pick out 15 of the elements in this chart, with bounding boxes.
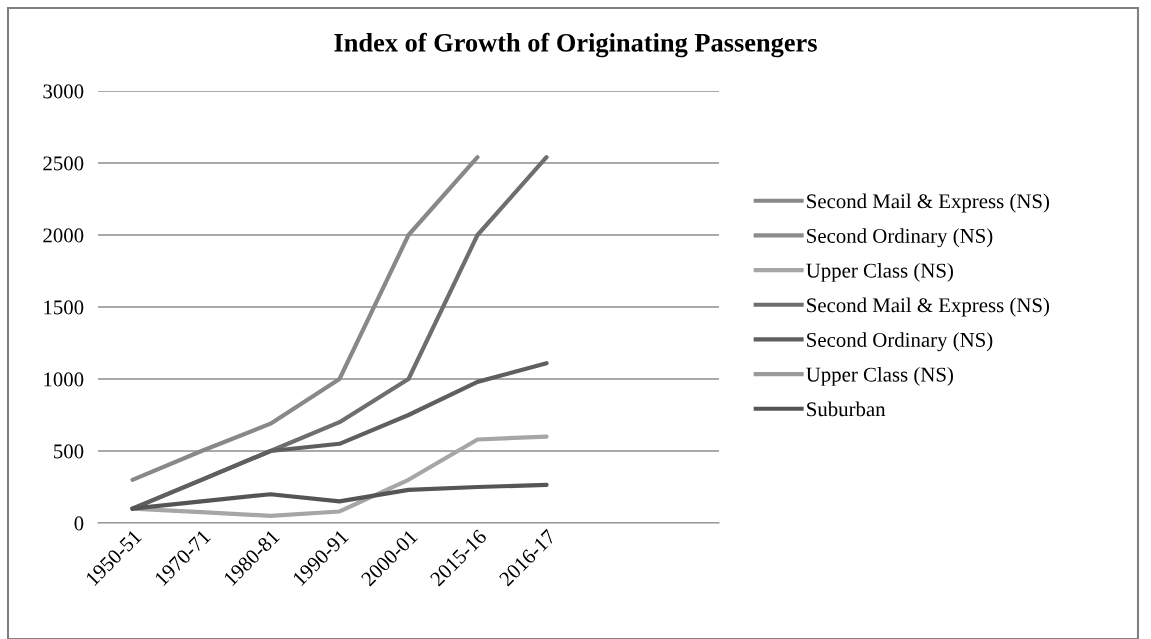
y-tick-label: 0 [74, 516, 84, 531]
legend-label: Second Mail & Express (NS) [807, 297, 1050, 317]
legend-label: Upper Class (NS) [806, 366, 953, 386]
y-tick-label: 2500 [43, 156, 84, 171]
legend-label: Upper Class (NS) [806, 262, 953, 282]
y-tick-label: 3000 [43, 84, 84, 99]
y-tick-label: 1000 [44, 372, 84, 387]
y-tick-label: 2000 [43, 228, 84, 243]
y-tick-label: 500 [54, 444, 84, 459]
legend-label: Second Mail & Express (NS) [807, 193, 1050, 213]
y-tick-label: 1500 [44, 300, 84, 315]
chart-title: Index of Growth of Originating Passengers [334, 32, 817, 58]
legend-label: Suburban [807, 401, 886, 417]
legend-label: Second Ordinary (NS) [807, 228, 993, 248]
legend-label: Second Ordinary (NS) [807, 332, 993, 352]
